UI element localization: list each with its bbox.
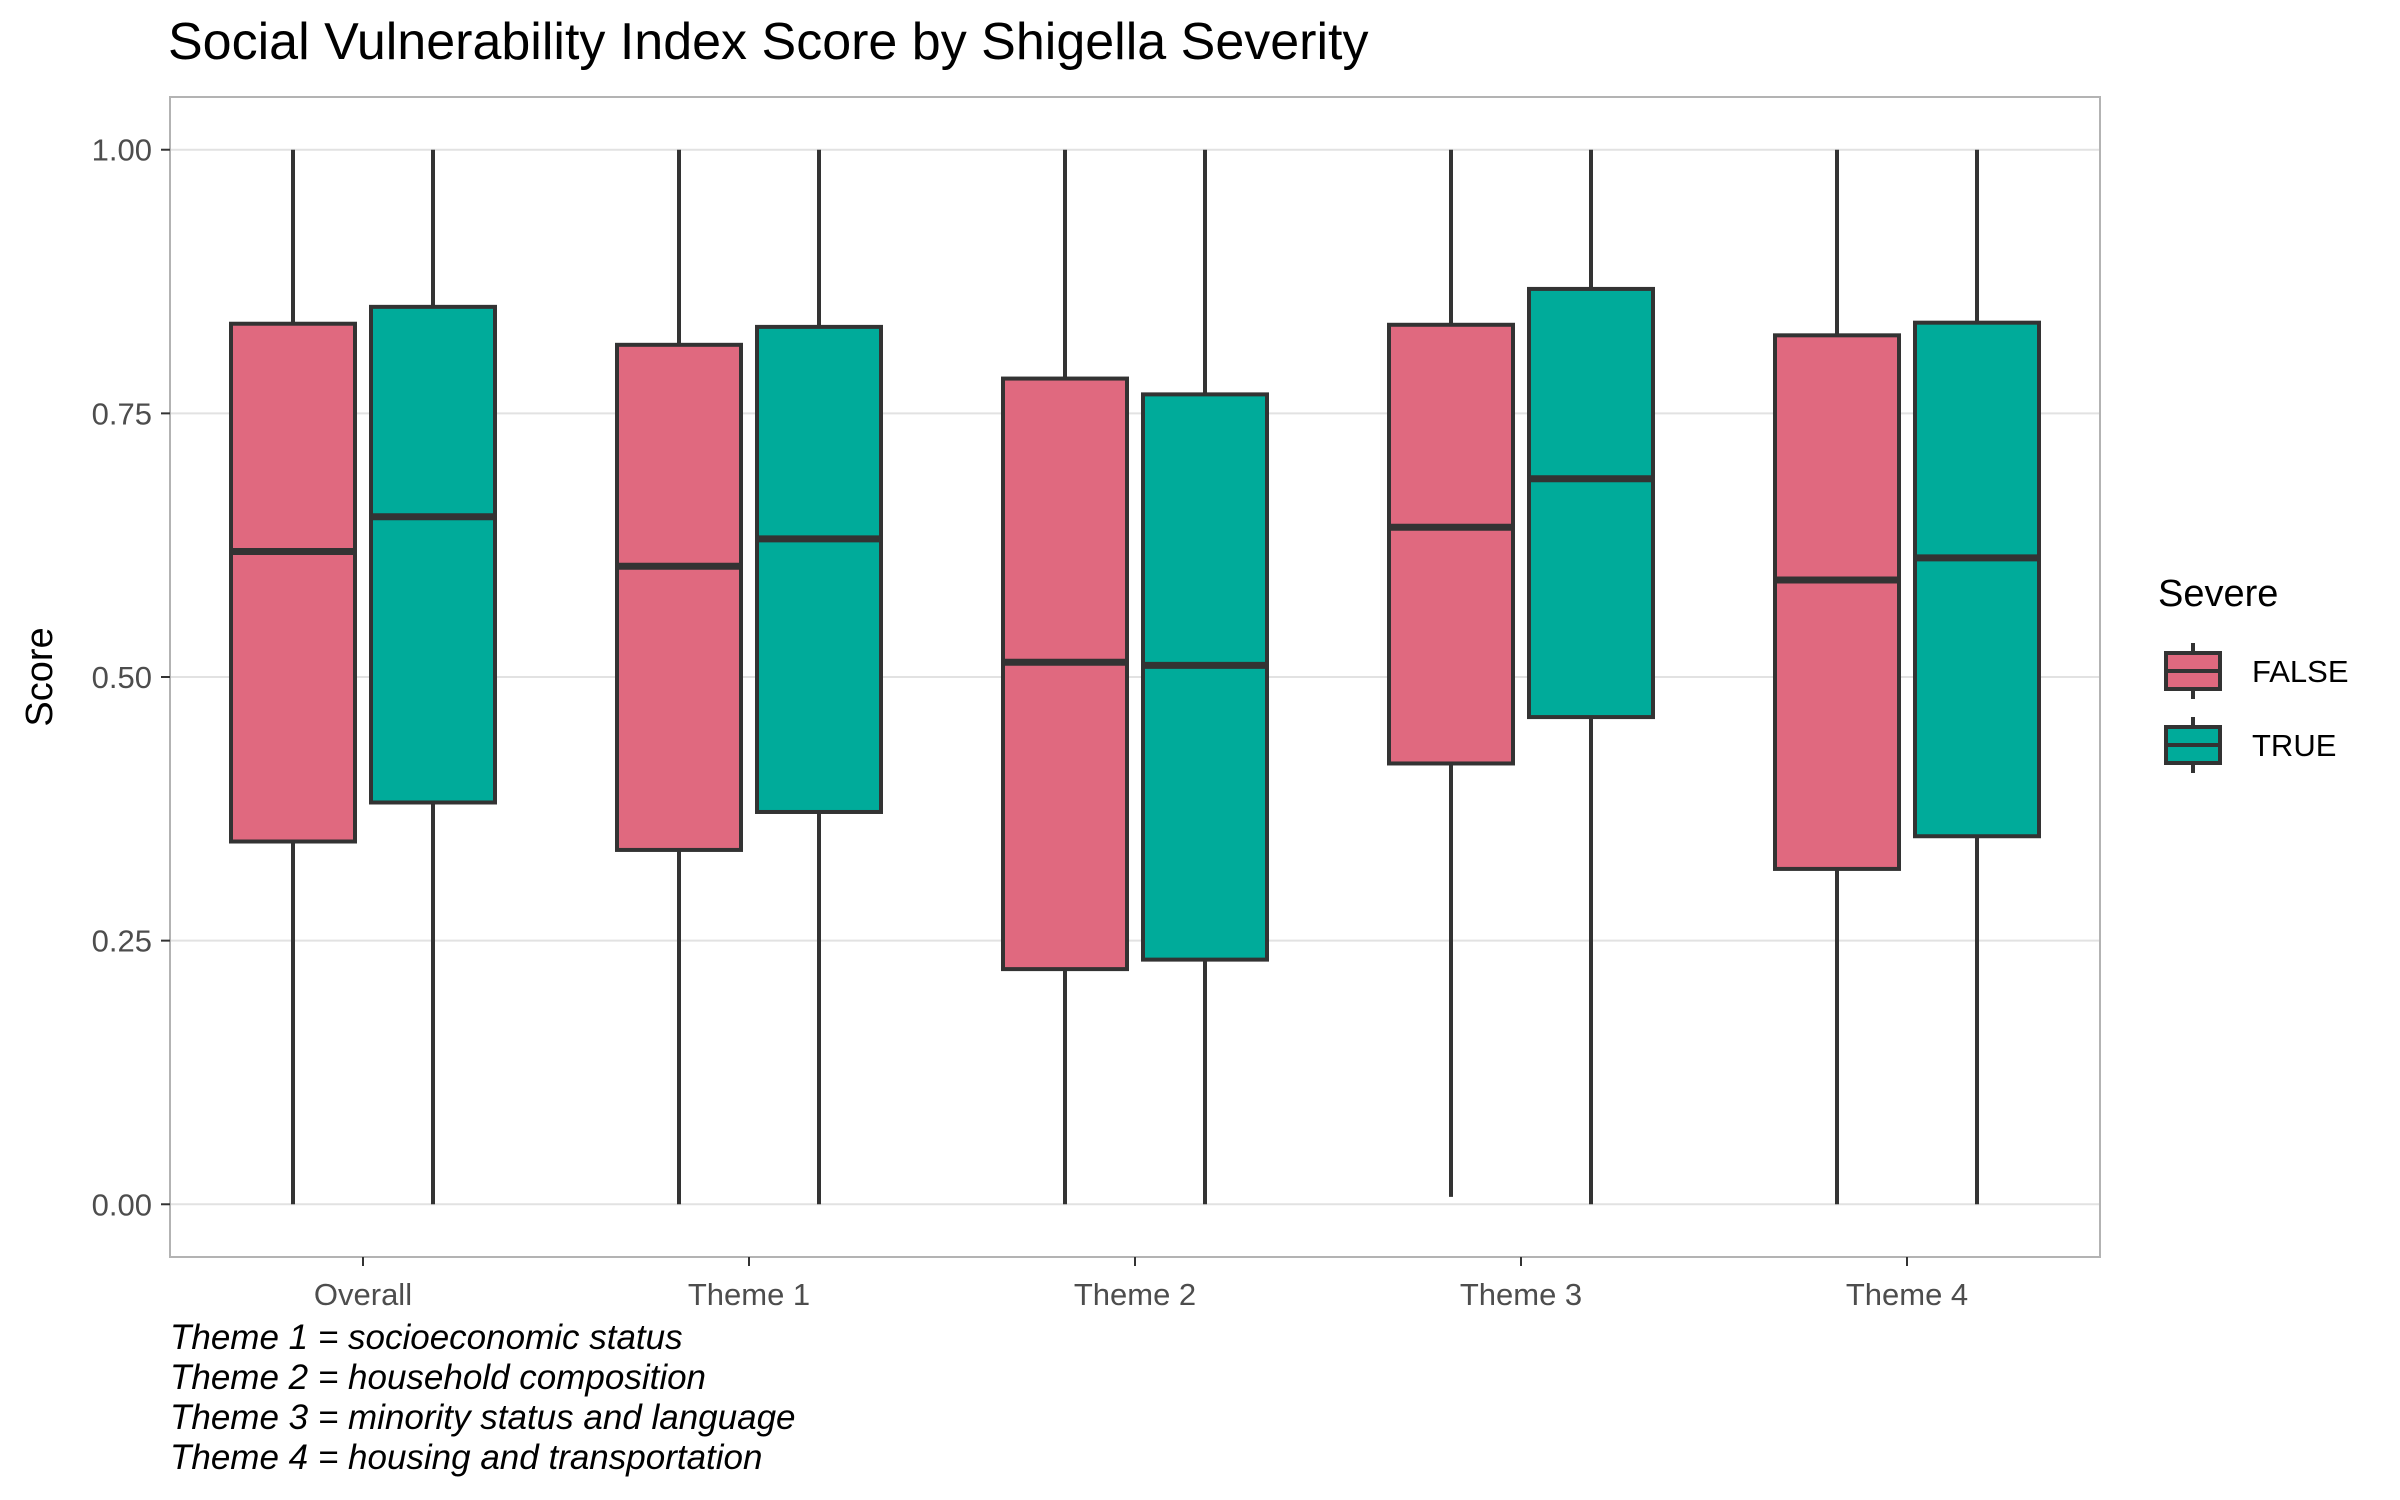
x-tick-label: Theme 1 xyxy=(688,1277,810,1312)
box-body xyxy=(1001,376,1129,972)
box-body xyxy=(1387,322,1515,766)
legend-title: Severe xyxy=(2158,573,2278,615)
legend-key-true xyxy=(2164,717,2222,773)
legend-label: FALSE xyxy=(2252,654,2349,689)
box-true-1 xyxy=(755,149,883,1205)
y-tick-label: 0.75 xyxy=(92,396,152,431)
caption-line-3: Theme 3 = minority status and language xyxy=(170,1398,796,1437)
box-body xyxy=(755,324,883,814)
y-tick-label: 0.25 xyxy=(92,924,152,959)
caption-line-2: Theme 2 = household composition xyxy=(170,1358,707,1397)
legend-label: TRUE xyxy=(2252,728,2336,763)
box-true-3 xyxy=(1527,149,1655,1205)
axis-layer: 0.00 0.25 0.50 0.75 1.00 Overall Theme 1 Theme … xyxy=(19,133,1968,1312)
y-tick-label: 1.00 xyxy=(92,133,152,168)
box-false-4 xyxy=(1773,149,1901,1205)
x-tick-label: Theme 3 xyxy=(1460,1277,1582,1312)
chart-title: Social Vulnerability Index Score by Shig… xyxy=(168,13,1369,71)
box-false-0 xyxy=(229,149,357,1205)
legend-key-false xyxy=(2164,643,2222,699)
box-body xyxy=(1773,333,1901,871)
box-false-1 xyxy=(615,149,743,1205)
box-body xyxy=(229,321,357,844)
caption-line-4: Theme 4 = housing and transportation xyxy=(170,1438,763,1477)
y-tick-label: 0.50 xyxy=(92,660,152,695)
y-axis-title: Score xyxy=(19,627,61,726)
box-true-2 xyxy=(1141,149,1269,1205)
box-body xyxy=(1913,320,2041,839)
box-true-4 xyxy=(1913,149,2041,1205)
box-layer xyxy=(229,149,2041,1205)
box-true-0 xyxy=(369,149,497,1205)
box-body xyxy=(369,304,497,805)
x-tick-label: Theme 4 xyxy=(1846,1277,1968,1312)
box-false-3 xyxy=(1387,149,1515,1197)
caption: Theme 1 = socioeconomic status Theme 2 =… xyxy=(170,1318,796,1478)
x-tick-label: Theme 2 xyxy=(1074,1277,1196,1312)
legend-layer: Severe FALSE TRUE xyxy=(2158,573,2349,773)
y-tick-label: 0.00 xyxy=(92,1187,152,1222)
box-body xyxy=(1141,392,1269,962)
caption-line-1: Theme 1 = socioeconomic status xyxy=(170,1318,683,1357)
box-body xyxy=(615,342,743,852)
box-false-2 xyxy=(1001,149,1129,1205)
x-tick-label: Overall xyxy=(314,1277,412,1312)
box-body xyxy=(1527,286,1655,720)
